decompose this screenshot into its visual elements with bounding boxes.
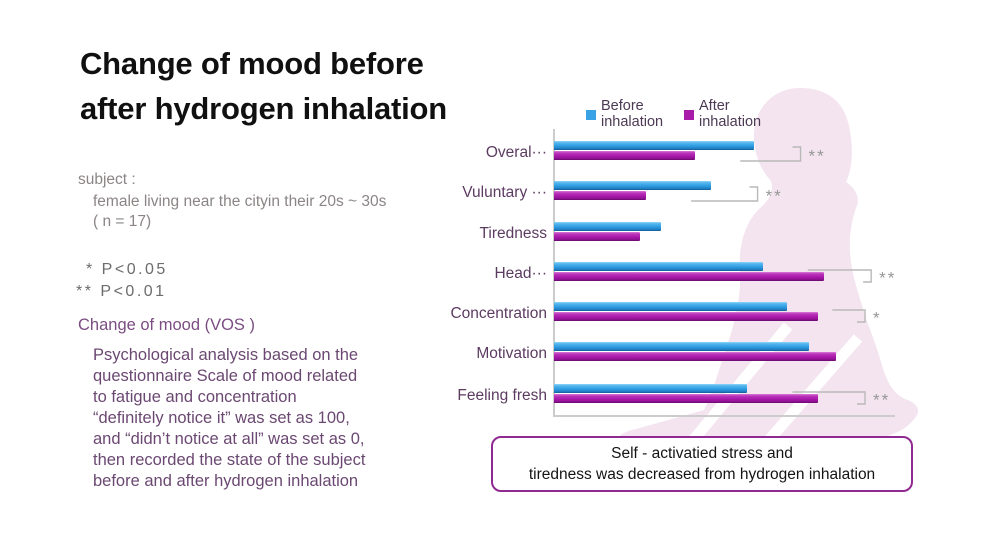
category-label: Head··· xyxy=(494,265,547,282)
page-title-line1: Change of mood before xyxy=(80,46,424,81)
description-line: “definitely notice it” was set as 100, xyxy=(93,409,350,427)
callout-line1: Self - activatied stress and xyxy=(611,445,793,462)
category-label: Overal··· xyxy=(485,144,547,161)
bar-before-3 xyxy=(554,262,763,271)
bar-after-6 xyxy=(554,394,818,403)
legend-before-label: Before inhalation xyxy=(601,98,664,130)
category-label: Tiredness xyxy=(479,225,547,242)
description-line: then recorded the state of the subject xyxy=(93,451,366,469)
after-swatch-icon xyxy=(684,110,694,120)
page-title-line2: after hydrogen inhalation xyxy=(80,91,448,126)
category-label: Concentration xyxy=(450,305,547,322)
bar-before-0 xyxy=(554,141,754,150)
bar-after-2 xyxy=(554,232,640,241)
description-line: before and after hydrogen inhalation xyxy=(93,472,359,490)
bar-before-2 xyxy=(554,222,661,231)
category-label: Vuluntary ··· xyxy=(462,184,547,201)
legend-after-label: After inhalation xyxy=(699,98,762,130)
bar-before-5 xyxy=(554,342,809,351)
bar-after-4 xyxy=(554,312,818,321)
description-line: questionnaire Scale of mood related xyxy=(93,367,358,385)
x-axis-line xyxy=(553,415,895,417)
subject-detail: female living near the cityin their 20s … xyxy=(93,193,387,210)
description-line: to fatigue and concentration xyxy=(93,388,297,406)
callout-line2: tiredness was decreased from hydrogen in… xyxy=(528,466,876,483)
bar-before-1 xyxy=(554,181,711,190)
bar-after-1 xyxy=(554,191,646,200)
description-line: and “didn’t notice at all” was set as 0, xyxy=(93,430,365,448)
bar-after-3 xyxy=(554,272,824,281)
legend-item-before: Before inhalation xyxy=(586,98,664,130)
legend-item-after: After inhalation xyxy=(684,98,762,130)
conclusion-callout: Self - activatied stress and tiredness w… xyxy=(491,436,913,492)
p-note-005: * P<0.05 xyxy=(86,261,168,278)
p-note-001: ** P<0.01 xyxy=(76,283,167,300)
subject-label: subject : xyxy=(78,171,136,188)
before-swatch-icon xyxy=(586,110,596,120)
category-label: Feeling fresh xyxy=(457,387,547,404)
bar-after-0 xyxy=(554,151,695,160)
category-label: Motivation xyxy=(476,345,547,362)
section-label-vos: Change of mood (VOS ) xyxy=(78,316,256,334)
bar-before-6 xyxy=(554,384,747,393)
bar-after-5 xyxy=(554,352,836,361)
bar-before-4 xyxy=(554,302,787,311)
description-line: Psychological analysis based on the xyxy=(93,346,359,364)
subject-n: ( n = 17) xyxy=(93,213,152,230)
